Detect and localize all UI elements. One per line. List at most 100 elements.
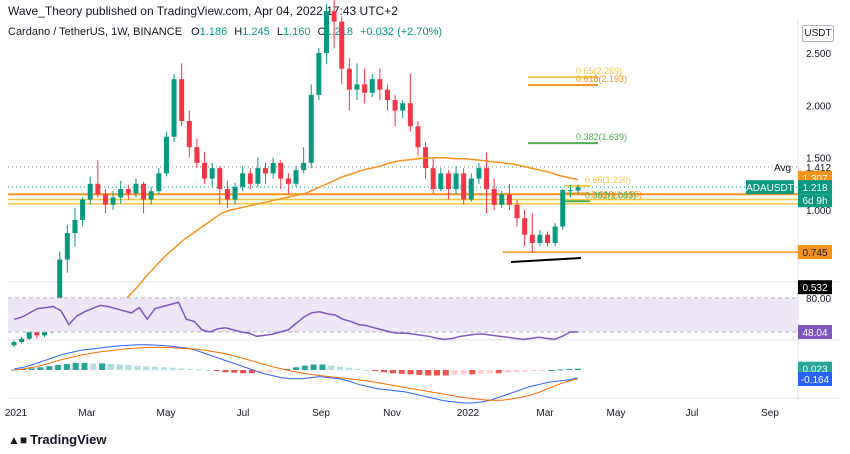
candle-body	[293, 170, 299, 184]
candle-body	[34, 332, 40, 336]
candle-body	[64, 233, 70, 260]
macd-histogram-bar	[407, 370, 414, 375]
avg-label: Avg	[774, 163, 791, 174]
y-tick-label: 1.000	[806, 206, 831, 217]
candle-body	[575, 187, 581, 191]
candle-body	[301, 162, 307, 171]
ohlc-high-value: 1.245	[242, 26, 270, 38]
ohlc-low-value: 1.160	[282, 26, 311, 38]
price-tag-last-text: 1.218	[802, 183, 827, 194]
candle-body	[323, 11, 329, 53]
candle-body	[560, 190, 566, 227]
candle-body	[148, 191, 154, 200]
macd-histogram-bar	[99, 363, 106, 370]
price-tag-trend	[798, 280, 832, 295]
macd-histogram-bar	[196, 369, 203, 371]
candle-body	[484, 168, 490, 190]
ohlc-change: +0.032 (+2.70%)	[360, 26, 443, 38]
candle-body	[57, 259, 63, 316]
countdown-text: 6d 9h	[802, 196, 827, 207]
macd-histogram-bar	[513, 370, 520, 373]
macd-histogram-bar	[55, 365, 62, 370]
rsi-value-text: 48.04	[802, 328, 827, 339]
candle-body	[118, 189, 124, 198]
candle-body	[545, 234, 551, 243]
x-tick-label: Mar	[78, 408, 96, 419]
macd-histogram-bar	[451, 370, 458, 375]
rsi-band	[8, 298, 798, 332]
price-tag-trend-text: 0.532	[802, 283, 827, 294]
candle-body	[445, 173, 451, 190]
macd-histogram-bar	[522, 370, 529, 372]
rsi-line	[13, 301, 578, 341]
macd-signal-line	[13, 346, 579, 401]
candle-body	[468, 178, 474, 200]
candle-body	[438, 173, 444, 190]
candle-body	[133, 183, 139, 194]
currency-selector[interactable]: USDT	[802, 25, 834, 42]
candle-body	[110, 197, 116, 205]
macd-histogram-bar	[416, 370, 423, 375]
macd-histogram-bar	[266, 370, 273, 373]
candle-body	[179, 79, 185, 122]
macd-histogram-bar	[160, 367, 167, 370]
macd-histogram-bar	[46, 366, 53, 370]
y-tick-label: 2.500	[806, 49, 831, 60]
macd-histogram-bar	[90, 363, 97, 370]
macd-histogram-bar	[310, 364, 317, 370]
fib-level-label: 0.618(1.158)	[591, 189, 642, 199]
candle-body	[506, 194, 512, 205]
candle-body	[430, 168, 436, 190]
ohlc-close-label: C	[317, 26, 326, 38]
macd-histogram-bar	[434, 370, 440, 376]
candle-body	[377, 79, 383, 90]
ohlc-low-label: L	[276, 26, 283, 38]
macd-histogram-bar	[213, 370, 220, 372]
rsi-tick-label: 80.00	[806, 294, 831, 305]
candle-body	[171, 79, 177, 137]
macd-histogram-bar	[37, 367, 44, 370]
candle-body	[270, 162, 276, 174]
candle-body	[285, 178, 291, 184]
candle-body	[11, 342, 17, 346]
candle-body	[255, 168, 261, 184]
x-tick-label: Sep	[312, 408, 330, 419]
macd-histogram-bar	[354, 368, 361, 370]
candle-body	[392, 100, 398, 111]
candle-body	[552, 226, 558, 243]
macd-histogram-bar	[187, 368, 194, 370]
candle-body	[407, 103, 413, 127]
macd-histogram-bar	[425, 370, 432, 376]
candle-body	[529, 234, 535, 243]
y-tick-label: 1.500	[806, 154, 831, 165]
tradingview-brand[interactable]: ▲■ TradingView	[8, 432, 106, 447]
x-tick-label: 2021	[5, 408, 28, 419]
moving-average-line	[89, 156, 579, 330]
macd-histogram-bar	[363, 370, 370, 371]
candle-body	[499, 194, 505, 205]
macd-histogram-bar	[240, 370, 247, 374]
macd-signal-tag	[798, 372, 832, 387]
symbol-legend: Cardano / TetherUS, 1W, BINANCE O1.186 H…	[8, 26, 442, 38]
candle-body	[567, 190, 573, 192]
macd-histogram-bar	[460, 370, 467, 375]
macd-histogram-bar	[486, 370, 493, 374]
candle-body	[476, 168, 482, 179]
macd-hist-text: 0.023	[802, 365, 827, 376]
candle-body	[453, 173, 459, 190]
candle-body	[339, 21, 345, 69]
macd-histogram-bar	[575, 368, 581, 370]
price-tag-support-text: 0.745	[802, 248, 827, 259]
avg-value: 1.412	[806, 163, 831, 174]
symbol-tag-text: ADAUSDT	[746, 183, 794, 194]
macd-histogram-bar	[469, 370, 476, 375]
candle-body	[232, 186, 238, 200]
fib-level-label: 0.382(1.083)	[585, 190, 636, 200]
macd-histogram-bar	[231, 370, 238, 373]
price-tag-support	[798, 245, 832, 260]
candle-body	[278, 162, 284, 179]
macd-histogram-bar	[530, 370, 537, 372]
candle-body	[87, 183, 93, 200]
publish-caption: Wave_Theory published on TradingView.com…	[8, 4, 398, 18]
